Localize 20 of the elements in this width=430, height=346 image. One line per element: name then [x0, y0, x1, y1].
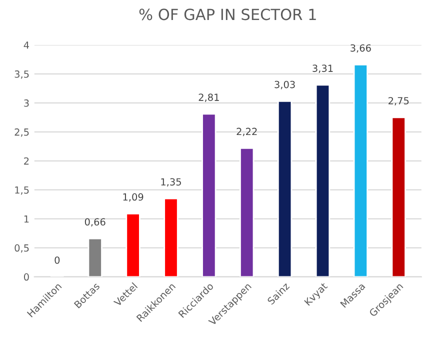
y-tick-label: 4 — [24, 42, 29, 49]
data-label: 3,03 — [274, 80, 295, 90]
data-label: 3,66 — [350, 44, 371, 53]
data-label: 1,35 — [161, 178, 181, 187]
data-label: 2,22 — [236, 128, 257, 136]
data-label: 3,31 — [312, 64, 333, 73]
data-label: 0 — [54, 256, 60, 264]
y-tick-label: 2 — [24, 157, 29, 165]
y-tick-label: 3,5 — [14, 70, 29, 79]
y-tick-label: 3 — [24, 99, 29, 107]
data-label: 0,66 — [84, 218, 106, 227]
data-label: 1,09 — [123, 193, 144, 202]
y-tick-label: 0 — [24, 273, 29, 281]
y-tick-label: 1,5 — [15, 186, 29, 195]
y-tick-label: 1 — [24, 215, 29, 223]
data-label: 2,75 — [388, 97, 409, 106]
chart-title: % OF GAP IN SECTOR 1 — [139, 8, 316, 20]
y-tick-label: 0,5 — [14, 244, 29, 253]
y-tick-label: 2,5 — [14, 128, 29, 137]
data-label: 2,81 — [198, 94, 219, 102]
